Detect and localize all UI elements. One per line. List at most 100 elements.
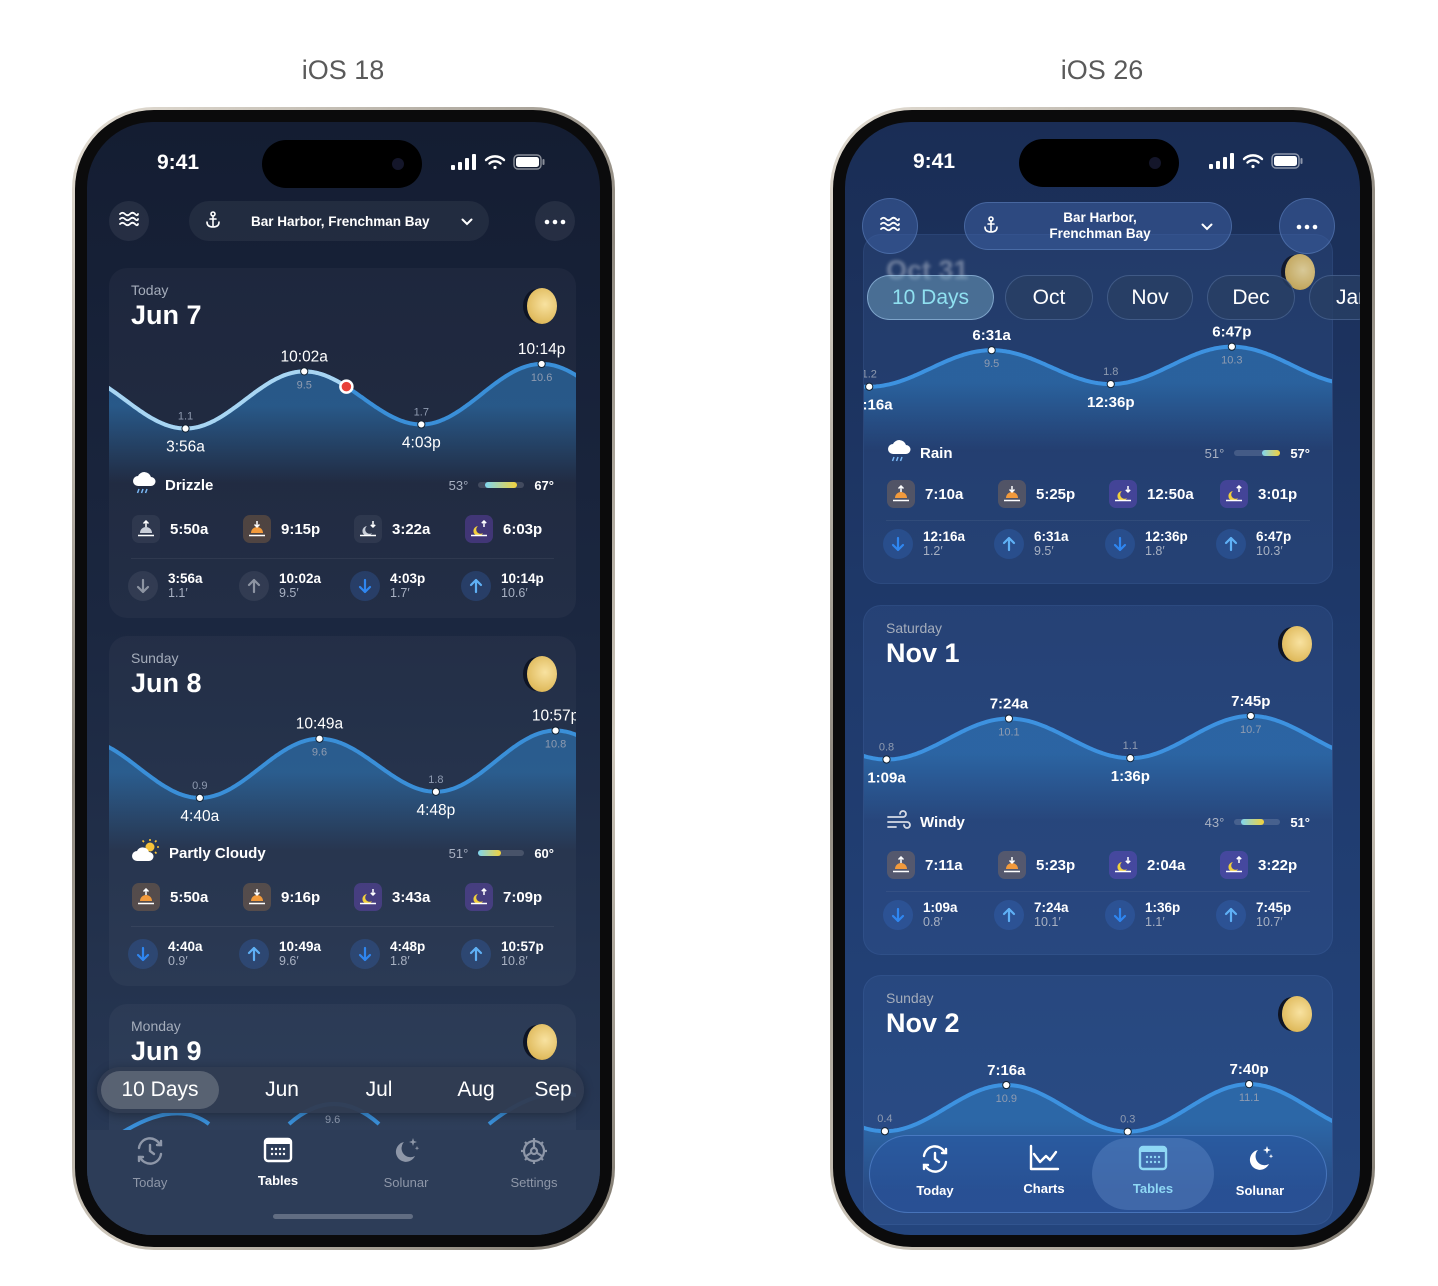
location-picker[interactable]: Bar Harbor, Frenchman Bay (189, 201, 489, 241)
location-picker[interactable]: Bar Harbor, Frenchman Bay (964, 202, 1232, 250)
tide-high-item[interactable]: 10:14p 10.6′ (461, 566, 544, 606)
sunset-icon (243, 515, 271, 543)
tide-list-row: 4:40a 0.9′ 10:49a 9.6′ 4:48p 1.8′ 10:57p 10.8′ (109, 934, 576, 974)
tide-stations-button[interactable] (862, 198, 918, 254)
more-button[interactable] (535, 201, 575, 241)
tide-low-item[interactable]: 1:09a 0.8′ (883, 895, 958, 935)
sunset-time: 5:25p (1036, 485, 1076, 503)
tide-high-item[interactable]: 6:47p 10.3′ (1216, 524, 1291, 564)
tide-high-item[interactable]: 7:24a 10.1′ (994, 895, 1069, 935)
tide-extreme-point[interactable] (865, 382, 874, 391)
tide-area (109, 363, 576, 483)
divider (131, 926, 554, 927)
range-tab[interactable]: Jun (265, 1078, 299, 1101)
tide-extreme-point[interactable] (882, 755, 891, 764)
tide-height: 10.3′ (1256, 544, 1283, 558)
tide-extreme-point[interactable] (315, 734, 324, 743)
tide-time: 10:02a (279, 571, 322, 586)
line-chart-icon (1028, 1144, 1060, 1175)
temp-high: 51° (1290, 814, 1310, 830)
tide-low-item[interactable]: 4:48p 1.8′ (350, 934, 425, 974)
tide-extreme-point[interactable] (537, 359, 546, 369)
range-tab[interactable]: 10 Days (867, 275, 994, 320)
tab-settings[interactable]: Settings (484, 1136, 584, 1190)
moon-phase-icon (1282, 626, 1312, 662)
day-card[interactable]: 4:40a 0.9 10:49a 9.6 4:48p 1.8 10:57p 10.8 Sunda… (109, 636, 576, 986)
tide-high-item[interactable]: 10:57p 10.8′ (461, 934, 544, 974)
tide-extreme-point[interactable] (880, 1127, 889, 1136)
tab-charts[interactable]: Charts (994, 1144, 1094, 1196)
tab-today[interactable]: Today (885, 1144, 985, 1198)
tab-solunar[interactable]: Solunar (356, 1136, 456, 1190)
tide-time: 3:56a (168, 571, 203, 586)
tab-label: Solunar (383, 1175, 429, 1190)
tide-time-label: 12:16a (864, 397, 893, 414)
arrow-down-icon (883, 900, 913, 930)
tide-low-item[interactable]: 3:56a 1.1′ (128, 566, 203, 606)
tide-low-item[interactable]: 12:36p 1.8′ (1105, 524, 1188, 564)
tide-high-item[interactable]: 10:02a 9.5′ (239, 566, 321, 606)
tide-high-item[interactable]: 6:31a 9.5′ (994, 524, 1069, 564)
wifi-icon (484, 154, 506, 175)
tide-extreme-point[interactable] (551, 726, 560, 735)
sunset-time: 9:15p (281, 520, 321, 538)
tide-low-item[interactable]: 1:36p 1.1′ (1105, 895, 1180, 935)
clock-arrows-icon (919, 1144, 951, 1177)
tide-height: 10.8′ (501, 954, 528, 968)
tide-extreme-point[interactable] (417, 420, 426, 429)
tab-label: Tables (1132, 1181, 1174, 1196)
tide-time: 6:47p (1256, 529, 1292, 544)
tide-height: 1.1′ (1145, 915, 1165, 929)
moonrise-time: 3:22p (1258, 856, 1298, 874)
range-tab[interactable]: Sep (534, 1078, 572, 1101)
status-time: 9:41 (913, 150, 956, 173)
tide-height: 1.7′ (390, 586, 410, 600)
tab-today[interactable]: Today (100, 1136, 200, 1190)
tab-tables[interactable]: Tables (228, 1136, 328, 1188)
tab-label: Today (132, 1175, 168, 1190)
tide-height: 9.5′ (1034, 544, 1054, 558)
tide-extreme-point[interactable] (431, 787, 440, 796)
weather-condition: Windy (920, 813, 965, 831)
tide-extreme-point[interactable] (181, 424, 190, 433)
range-tab[interactable]: Aug (457, 1078, 495, 1101)
tide-extreme-point[interactable] (1245, 1080, 1254, 1089)
moonrise-item: 3:01p (1220, 474, 1297, 514)
moonset-icon (354, 883, 382, 911)
more-icon (1296, 217, 1318, 235)
range-tab[interactable]: Oct (1005, 275, 1093, 320)
tide-extreme-point[interactable] (1004, 714, 1014, 723)
sunrise-icon (887, 851, 915, 879)
range-tab[interactable]: Jul (365, 1078, 393, 1101)
temp-high: 60° (534, 845, 554, 861)
tide-stations-button[interactable] (109, 201, 149, 241)
moonset-item: 3:43a (354, 877, 430, 917)
tide-extreme-point[interactable] (300, 367, 309, 376)
range-tab[interactable]: Jan (1309, 275, 1360, 320)
tide-low-item[interactable]: 4:40a 0.9′ (128, 934, 203, 974)
tide-time-label: 4:40a (180, 808, 219, 825)
tab-solunar[interactable]: Solunar (1210, 1144, 1310, 1198)
anchor-icon (205, 210, 221, 232)
tide-extreme-point[interactable] (987, 346, 996, 355)
arrow-up-icon (994, 529, 1024, 559)
day-card[interactable]: 1:09a 0.8 7:24a 10.1 1:36p 1.1 7:45p 10.7 Saturd… (863, 605, 1333, 955)
tide-high-item[interactable]: 10:49a 9.6′ (239, 934, 321, 974)
tide-extreme-point[interactable] (1227, 342, 1236, 351)
range-tab[interactable]: Dec (1207, 275, 1295, 320)
tab-tables[interactable]: Tables (1103, 1144, 1203, 1196)
tide-extreme-point[interactable] (1246, 711, 1255, 721)
more-button[interactable] (1279, 198, 1335, 254)
tide-extreme-point[interactable] (1106, 379, 1115, 389)
range-tab[interactable]: 10 Days (101, 1071, 219, 1109)
tide-extreme-point[interactable] (1002, 1080, 1011, 1090)
tide-low-item[interactable]: 4:03p 1.7′ (350, 566, 425, 606)
tide-extreme-point[interactable] (195, 793, 204, 802)
tide-low-item[interactable]: 12:16a 1.2′ (883, 524, 965, 564)
tide-extreme-point[interactable] (1126, 754, 1135, 763)
range-tab[interactable]: Nov (1107, 275, 1193, 320)
day-card[interactable]: 3:56a 1.1 10:02a 9.5 4:03p 1.7 10:14p 10.6 Today… (109, 268, 576, 618)
moonrise-item: 6:03p (465, 509, 542, 549)
tide-high-item[interactable]: 7:45p 10.7′ (1216, 895, 1291, 935)
tide-height: 9.6′ (279, 954, 299, 968)
